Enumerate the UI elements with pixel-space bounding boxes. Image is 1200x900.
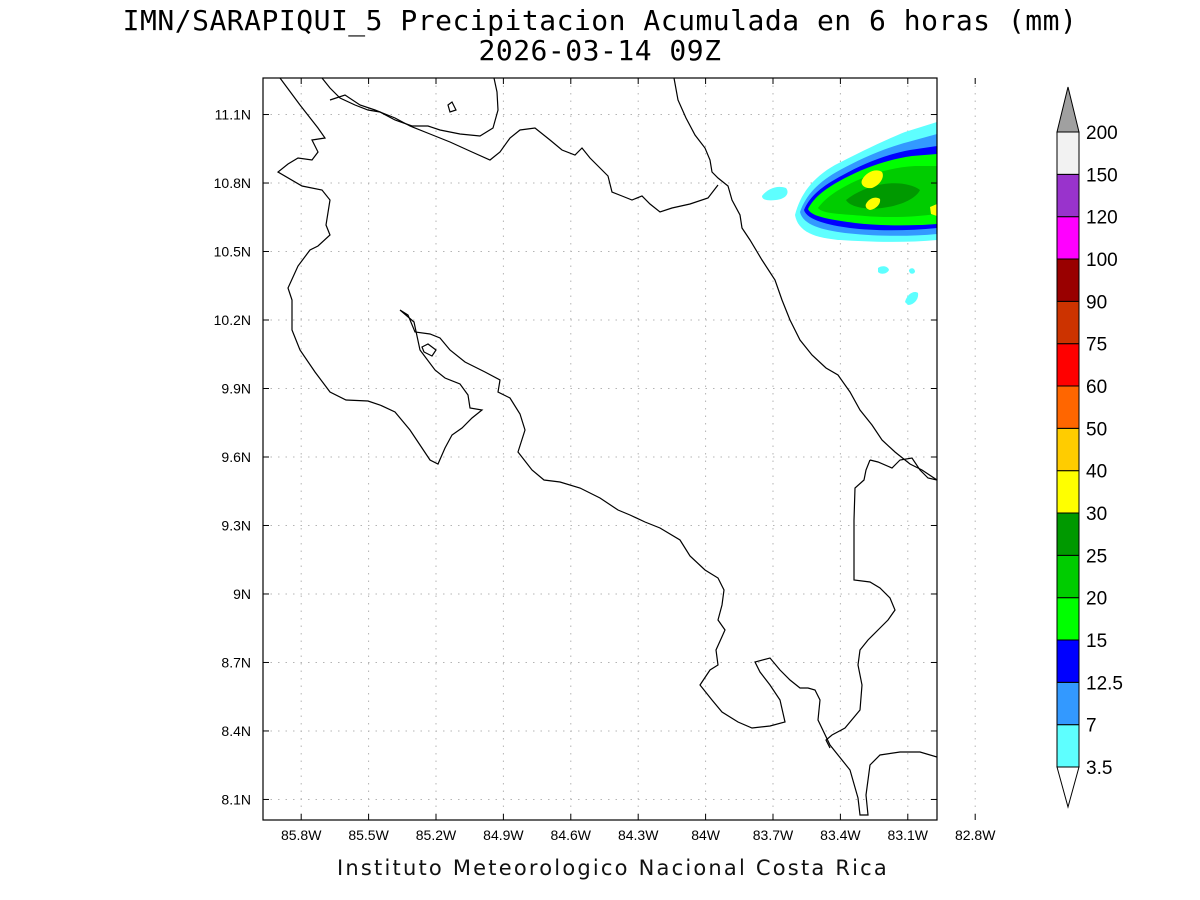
precip-small-patch-3	[878, 266, 889, 274]
colorbar-swatch	[1056, 639, 1080, 683]
colorbar-label: 40	[1086, 462, 1107, 483]
nicaragua-border	[329, 94, 719, 213]
lat-label: 10.5N	[214, 244, 251, 260]
colorbar-swatch	[1056, 216, 1080, 260]
panama-border	[825, 457, 937, 749]
lon-label: 83.1W	[888, 827, 929, 843]
precip-40-cell-3	[930, 204, 937, 216]
colorbar-swatch	[1056, 173, 1080, 218]
precip-small-patch-1	[762, 186, 788, 201]
axis-ticks: 85.8W 85.5W 85.2W 84.9W 84.6W 84.3W 84W 83.7W 83…	[214, 78, 996, 843]
colorbar-min-triangle	[1056, 766, 1080, 809]
lat-label: 10.2N	[214, 312, 251, 328]
colorbar-swatch	[1056, 470, 1080, 514]
lat-label: 9.9N	[221, 380, 251, 396]
coastline	[276, 78, 937, 816]
lon-label: 84.6W	[551, 827, 592, 843]
nicoya-gulf-island	[421, 343, 437, 357]
colorbar-label: 3.5	[1086, 758, 1112, 779]
map-timestamp: 2026-03-14 09Z	[478, 34, 722, 67]
colorbar-label: 12.5	[1086, 673, 1123, 694]
lat-label: 8.7N	[221, 654, 251, 670]
colorbar-label: 50	[1086, 419, 1107, 440]
colorbar-label: 90	[1086, 292, 1107, 313]
colorbar-swatch	[1056, 681, 1080, 726]
lon-label: 85.8W	[281, 827, 322, 843]
colorbar-swatch	[1056, 258, 1080, 302]
colorbar-swatch	[1056, 300, 1080, 345]
map-title: IMN/SARAPIQUI_5 Precipitacion Acumulada …	[122, 4, 1078, 37]
footer-credit: Instituto Meteorologico Nacional Costa R…	[337, 856, 889, 880]
lon-label: 85.2W	[416, 827, 457, 843]
pacific-coast-north	[276, 78, 937, 816]
caribbean-coast	[673, 78, 937, 481]
colorbar-label: 7	[1086, 716, 1097, 737]
colorbar-label: 75	[1086, 335, 1107, 356]
lon-label: 84.3W	[618, 827, 659, 843]
colorbar-label: 200	[1086, 123, 1118, 144]
map-frame	[262, 77, 938, 821]
lat-label: 8.4N	[221, 723, 251, 739]
colorbar-label: 30	[1086, 504, 1107, 525]
colorbar-swatch	[1056, 131, 1080, 175]
lon-label: 84W	[691, 827, 721, 843]
lon-label: 85.5W	[348, 827, 389, 843]
colorbar-swatch	[1056, 597, 1080, 641]
lat-label: 9N	[233, 586, 251, 602]
precip-small-patch-2	[905, 292, 919, 305]
colorbar: 3.5 7 12.5 15 20 25 30 40 50 60 75 90 100 120 150 200	[1056, 86, 1123, 809]
colorbar-label: 150	[1086, 165, 1118, 186]
lat-label: 10.8N	[214, 175, 251, 191]
lat-label: 9.3N	[221, 517, 251, 533]
lake-nicaragua-shore	[321, 78, 499, 137]
colorbar-label: 100	[1086, 250, 1118, 271]
colorbar-label: 120	[1086, 208, 1118, 229]
lat-label: 11.1N	[215, 107, 251, 123]
lat-label: 8.1N	[221, 791, 251, 807]
precipitation-area	[762, 122, 937, 305]
colorbar-swatch	[1056, 385, 1080, 429]
colorbar-label: 25	[1086, 546, 1107, 567]
precip-small-patch-4	[909, 268, 915, 274]
colorbar-swatch	[1056, 343, 1080, 387]
precip-30-band	[846, 183, 920, 209]
lat-label: 9.6N	[221, 449, 251, 465]
lon-label: 83.4W	[820, 827, 861, 843]
precip-40-cell-1	[861, 170, 883, 189]
colorbar-swatch	[1056, 427, 1080, 472]
island-north	[447, 101, 457, 113]
colorbar-label: 60	[1086, 377, 1107, 398]
colorbar-swatch	[1056, 554, 1080, 599]
colorbar-swatch	[1056, 512, 1080, 556]
colorbar-swatch	[1056, 724, 1080, 768]
colorbar-label: 20	[1086, 589, 1107, 610]
lon-label: 84.9W	[483, 827, 524, 843]
lon-label: 83.7W	[753, 827, 794, 843]
colorbar-label: 15	[1086, 631, 1107, 652]
precip-40-cell-2	[865, 197, 881, 210]
colorbar-max-triangle	[1056, 86, 1080, 133]
lon-label: 82.8W	[955, 827, 996, 843]
